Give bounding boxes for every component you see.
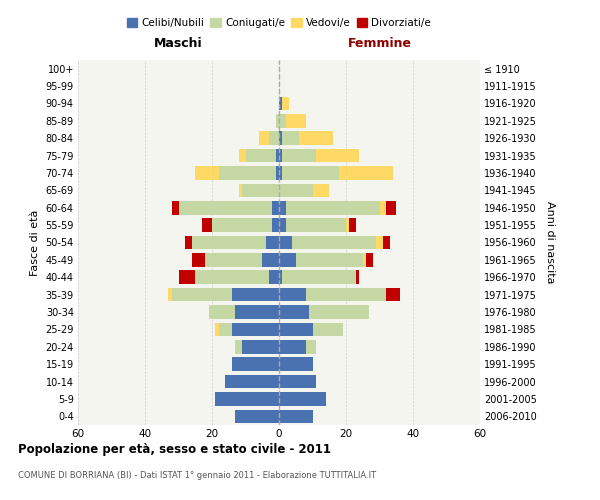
Bar <box>316 149 359 162</box>
Bar <box>313 184 329 197</box>
Bar <box>279 114 286 128</box>
Bar <box>242 184 279 197</box>
Bar <box>205 253 262 266</box>
Bar <box>279 288 306 302</box>
Bar <box>283 166 340 180</box>
Bar <box>226 375 279 388</box>
Bar <box>386 288 400 302</box>
Bar <box>279 218 286 232</box>
Bar <box>376 236 383 250</box>
Bar <box>185 236 192 250</box>
Bar <box>235 340 242 353</box>
Bar <box>232 288 279 302</box>
Bar <box>262 253 279 266</box>
Bar <box>179 270 195 284</box>
Bar <box>279 184 313 197</box>
Bar <box>313 322 343 336</box>
Bar <box>286 114 306 128</box>
Y-axis label: Fasce di età: Fasce di età <box>30 210 40 276</box>
Bar <box>195 166 218 180</box>
Bar <box>239 184 242 197</box>
Bar <box>195 270 269 284</box>
Bar <box>283 149 316 162</box>
Bar <box>266 236 279 250</box>
Bar <box>279 132 283 145</box>
Bar <box>283 96 289 110</box>
Bar <box>275 114 279 128</box>
Text: COMUNE DI BORRIANA (BI) - Dati ISTAT 1° gennaio 2011 - Elaborazione TUTTITALIA.I: COMUNE DI BORRIANA (BI) - Dati ISTAT 1° … <box>18 471 376 480</box>
Bar <box>286 218 346 232</box>
Bar <box>279 305 309 319</box>
Bar <box>169 288 172 302</box>
Bar <box>232 322 279 336</box>
Bar <box>172 201 179 214</box>
Bar <box>279 201 286 214</box>
Bar <box>340 166 393 180</box>
Bar <box>380 201 386 214</box>
Text: Maschi: Maschi <box>154 36 203 50</box>
Bar <box>275 149 279 162</box>
Bar <box>283 132 299 145</box>
Bar <box>292 236 376 250</box>
Y-axis label: Anni di nascita: Anni di nascita <box>545 201 556 284</box>
Text: Popolazione per età, sesso e stato civile - 2011: Popolazione per età, sesso e stato civil… <box>18 442 331 456</box>
Bar <box>192 253 205 266</box>
Bar <box>209 305 235 319</box>
Bar <box>279 270 283 284</box>
Bar <box>269 132 279 145</box>
Legend: Celibi/Nubili, Coniugati/e, Vedovi/e, Divorziati/e: Celibi/Nubili, Coniugati/e, Vedovi/e, Di… <box>122 14 436 32</box>
Bar <box>269 270 279 284</box>
Bar <box>239 149 245 162</box>
Bar <box>299 132 332 145</box>
Bar <box>383 236 389 250</box>
Bar <box>179 201 272 214</box>
Bar <box>283 270 356 284</box>
Bar <box>279 253 296 266</box>
Bar <box>215 322 218 336</box>
Bar <box>235 305 279 319</box>
Bar <box>356 270 359 284</box>
Bar <box>279 236 292 250</box>
Bar <box>218 322 232 336</box>
Bar <box>275 166 279 180</box>
Bar <box>279 358 313 371</box>
Bar <box>279 322 313 336</box>
Bar <box>212 218 272 232</box>
Bar <box>192 236 266 250</box>
Bar <box>279 149 283 162</box>
Bar <box>286 201 380 214</box>
Bar <box>242 340 279 353</box>
Bar <box>279 166 283 180</box>
Bar <box>279 410 313 423</box>
Bar <box>309 305 370 319</box>
Bar <box>202 218 212 232</box>
Bar <box>363 253 366 266</box>
Bar <box>279 96 283 110</box>
Bar <box>218 166 275 180</box>
Bar <box>296 253 363 266</box>
Bar <box>346 218 349 232</box>
Bar <box>235 410 279 423</box>
Bar <box>232 358 279 371</box>
Bar <box>279 392 326 406</box>
Bar <box>215 392 279 406</box>
Bar <box>272 201 279 214</box>
Text: Femmine: Femmine <box>347 36 412 50</box>
Bar <box>386 201 396 214</box>
Bar <box>272 218 279 232</box>
Bar <box>366 253 373 266</box>
Bar <box>259 132 269 145</box>
Bar <box>245 149 275 162</box>
Bar <box>306 288 386 302</box>
Bar <box>279 340 306 353</box>
Bar <box>279 375 316 388</box>
Bar <box>349 218 356 232</box>
Bar <box>172 288 232 302</box>
Bar <box>306 340 316 353</box>
